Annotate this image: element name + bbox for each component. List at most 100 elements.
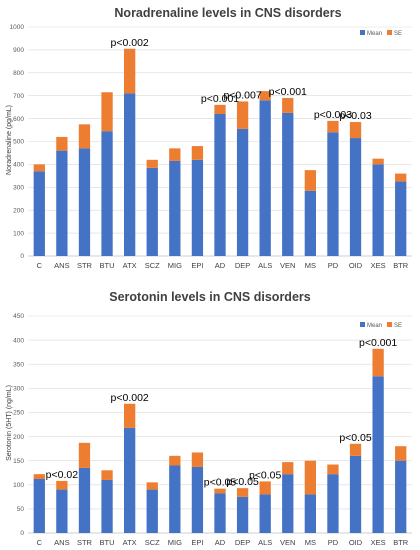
bar-mean-ms [304, 494, 316, 533]
bar-se-oid [349, 443, 362, 456]
bar-mean-ad [214, 493, 226, 533]
bar-se-pd [327, 120, 339, 133]
bar-se-xes [372, 158, 384, 165]
x-tick-label: BTU [100, 261, 115, 270]
bar-mean-str [78, 148, 91, 256]
bar-se-epi [191, 146, 204, 160]
bar-se-xes [372, 348, 384, 377]
bar-mean-btr [395, 460, 407, 533]
bar-se-ad [214, 104, 226, 115]
bar-se-oid [349, 122, 362, 139]
y-tick-label: 900 [13, 47, 24, 54]
x-tick-label: DEP [235, 538, 250, 547]
legend-swatch-se [387, 322, 392, 327]
bar-mean-mig [169, 465, 181, 533]
bar-se-epi [191, 452, 204, 467]
bar-mean-dep [236, 128, 249, 256]
x-tick-label: PD [328, 538, 339, 547]
bar-se-c [33, 474, 45, 479]
bar-se-ad [214, 488, 226, 494]
bar-mean-xes [372, 376, 384, 533]
bar-se-ven [282, 97, 294, 113]
annotation-xes: p<0.001 [359, 337, 397, 349]
bar-se-c [33, 164, 45, 172]
bar-mean-oid [349, 138, 362, 256]
annotation-oid: p<0.05 [339, 432, 372, 444]
x-tick-label: C [37, 538, 43, 547]
x-tick-label: STR [77, 261, 93, 270]
bar-se-scz [146, 482, 158, 490]
bar-mean-atx [124, 427, 136, 533]
annotation-ad: p<0.05 [204, 477, 237, 489]
labels: 0 100 200 300 400 500 600 700 800 900 1000 C ANS STR B… [10, 24, 409, 270]
x-tick-label: ANS [54, 261, 69, 270]
y-tick-label: 400 [13, 337, 24, 344]
y-tick-label: 500 [13, 139, 24, 146]
bar-mean-c [33, 478, 45, 533]
annotation-atx: p<0.002 [111, 37, 149, 49]
legend-label-mean: Mean [367, 323, 382, 329]
annotation-pd: p<0.003 [314, 109, 352, 121]
x-tick-label: SCZ [145, 261, 160, 270]
x-tick-label: C [37, 261, 43, 270]
x-tick-label: BTR [393, 261, 409, 270]
chart-title: Serotonin levels in CNS disorders [109, 290, 310, 304]
bar-mean-ad [214, 114, 226, 257]
x-tick-label: MS [305, 261, 316, 270]
noradrenaline-chart: Noradrenaline levels in CNS disorders No… [6, 6, 412, 270]
x-tick-label: VEN [280, 538, 295, 547]
y-tick-label: 200 [13, 207, 24, 214]
bar-mean-pd [327, 132, 339, 256]
bar-mean-dep [236, 496, 249, 533]
bar-se-str [78, 442, 91, 468]
legend-swatch-se [387, 30, 392, 35]
bar-se-atx [124, 403, 136, 428]
bar-mean-ven [282, 112, 294, 256]
x-tick-label: OID [349, 538, 363, 547]
y-tick-label: 150 [13, 458, 24, 465]
legend-label-mean: Mean [367, 31, 382, 37]
x-tick-label: PD [328, 261, 339, 270]
legend: Mean SE [360, 30, 402, 37]
y-tick-label: 1000 [10, 24, 25, 31]
bars [33, 48, 407, 257]
serotonin-chart: Serotonin levels in CNS disorders Seroto… [6, 290, 412, 547]
x-tick-label: XES [371, 538, 386, 547]
x-tick-label: MIG [168, 261, 182, 270]
x-tick-label: BTR [393, 538, 409, 547]
bar-se-ven [282, 462, 294, 475]
y-tick-label: 50 [17, 506, 25, 513]
bar-mean-ven [282, 474, 294, 533]
bar-se-ms [304, 460, 316, 495]
bar-mean-atx [124, 93, 136, 256]
bar-mean-ms [304, 190, 316, 256]
x-tick-label: ATX [123, 538, 137, 547]
bar-mean-epi [191, 159, 204, 256]
bar-mean-scz [146, 167, 158, 256]
bar-se-als [259, 481, 271, 495]
x-tick-label: ATX [123, 261, 137, 270]
labels: 0 50 100 150 200 250 300 350 400 450 C ANS STR BTU ATX… [13, 313, 409, 547]
bar-se-btr [395, 446, 407, 461]
bar-se-scz [146, 159, 158, 168]
legend-swatch-mean [360, 322, 365, 327]
bar-mean-pd [327, 474, 339, 533]
bar-mean-als [259, 100, 271, 256]
legend-swatch-mean [360, 30, 365, 35]
annotation-dep: p<0.007 [223, 89, 261, 101]
bar-se-ms [304, 170, 316, 191]
bar-se-ans [56, 480, 68, 490]
y-tick-label: 800 [13, 70, 24, 77]
y-tick-label: 400 [13, 162, 24, 169]
y-tick-label: 300 [13, 185, 24, 192]
bar-mean-ans [56, 150, 68, 256]
annotation-als: p<0.05 [249, 469, 282, 481]
legend-label-se: SE [394, 31, 402, 37]
bar-se-ans [56, 136, 68, 151]
x-tick-label: ALS [258, 538, 272, 547]
annotation-atx: p<0.002 [111, 392, 149, 404]
chart-title: Noradrenaline levels in CNS disorders [114, 6, 341, 20]
x-tick-label: VEN [280, 261, 295, 270]
bar-mean-oid [349, 455, 362, 533]
